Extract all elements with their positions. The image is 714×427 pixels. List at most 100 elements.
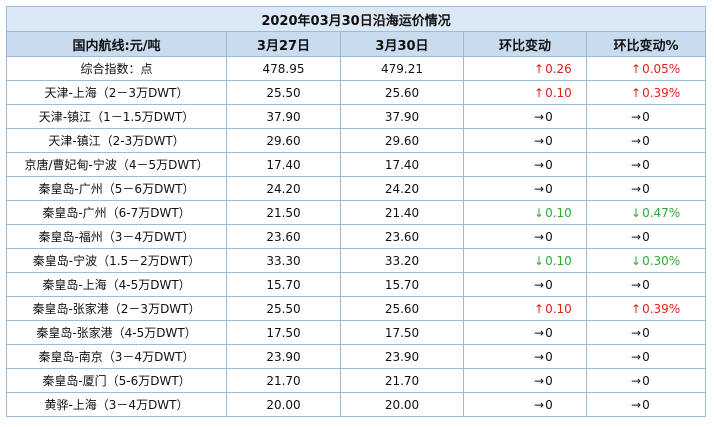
change-pct-cell-value: 0	[642, 325, 650, 340]
arrow-right-icon: →	[534, 397, 545, 412]
freight-rate-table-container: 2020年03月30日沿海运价情况 国内航线:元/吨 3月27日 3月30日 环…	[5, 6, 707, 417]
prev-value-cell: 25.50	[226, 80, 341, 105]
change-cell-value: 0.10	[545, 205, 572, 220]
change-cell: ↓0.10	[463, 200, 587, 225]
prev-value-cell: 20.00	[226, 392, 341, 417]
change-pct-cell: →0	[585, 272, 707, 297]
arrow-right-icon: →	[631, 325, 642, 340]
table-row: 秦皇岛-上海（4-5万DWT） 15.70 15.70 →0 →0	[6, 272, 707, 297]
change-cell-value: 0	[545, 133, 553, 148]
arrow-up-icon: ↑	[631, 85, 642, 100]
curr-value-cell: 21.70	[340, 368, 464, 393]
arrow-up-icon: ↑	[534, 61, 545, 76]
route-cell: 天津-镇江（2-3万DWT）	[6, 128, 227, 153]
change-pct-cell: →0	[585, 392, 707, 417]
change-cell-value: 0	[545, 181, 553, 196]
change-pct-cell-value: 0	[642, 277, 650, 292]
arrow-up-icon: ↑	[534, 301, 545, 316]
change-cell: ↑0.26	[463, 56, 587, 81]
prev-value-cell: 24.20	[226, 176, 341, 201]
change-cell: →0	[463, 104, 587, 129]
curr-value-cell: 25.60	[340, 296, 464, 321]
route-cell: 黄骅-上海（3－4万DWT）	[6, 392, 227, 417]
arrow-up-icon: ↑	[631, 301, 642, 316]
change-cell-value: 0	[545, 157, 553, 172]
change-cell-value: 0	[545, 277, 553, 292]
table-row: 秦皇岛-宁波（1.5－2万DWT） 33.30 33.20 ↓0.10 ↓0.30%	[6, 248, 707, 273]
change-pct-cell-value: 0	[642, 397, 650, 412]
change-pct-cell-value: 0	[642, 229, 650, 244]
route-cell: 京唐/曹妃甸-宁波（4－5万DWT）	[6, 152, 227, 177]
change-pct-cell: →0	[585, 224, 707, 249]
change-cell: ↑0.10	[463, 296, 587, 321]
change-cell-value: 0	[545, 229, 553, 244]
change-pct-cell: →0	[585, 368, 707, 393]
prev-value-cell: 25.50	[226, 296, 341, 321]
change-pct-cell: ↑0.39%	[585, 296, 707, 321]
prev-value-cell: 33.30	[226, 248, 341, 273]
prev-value-cell: 17.40	[226, 152, 341, 177]
header-change: 环比变动	[463, 31, 587, 57]
change-pct-cell: ↓0.47%	[585, 200, 707, 225]
change-pct-cell-value: 0	[642, 157, 650, 172]
route-cell: 天津-镇江（1－1.5万DWT）	[6, 104, 227, 129]
change-pct-cell-value: 0.39%	[642, 301, 681, 316]
curr-value-cell: 15.70	[340, 272, 464, 297]
change-cell: ↓0.10	[463, 248, 587, 273]
header-change-pct: 环比变动%	[585, 31, 707, 57]
change-cell-value: 0	[545, 373, 553, 388]
table-row: 秦皇岛-张家港（2－3万DWT） 25.50 25.60 ↑0.10 ↑0.39%	[6, 296, 707, 321]
curr-value-cell: 24.20	[340, 176, 464, 201]
change-cell-value: 0	[545, 325, 553, 340]
table-header-row: 国内航线:元/吨 3月27日 3月30日 环比变动 环比变动%	[6, 31, 707, 57]
arrow-right-icon: →	[534, 349, 545, 364]
route-cell: 秦皇岛-张家港（2－3万DWT）	[6, 296, 227, 321]
table-row: 秦皇岛-广州（5－6万DWT） 24.20 24.20 →0 →0	[6, 176, 707, 201]
arrow-up-icon: ↑	[631, 61, 642, 76]
change-pct-cell: ↑0.05%	[585, 56, 707, 81]
change-pct-cell: ↑0.39%	[585, 80, 707, 105]
arrow-right-icon: →	[631, 181, 642, 196]
change-cell: →0	[463, 320, 587, 345]
change-cell-value: 0.10	[545, 301, 572, 316]
arrow-down-icon: ↓	[631, 205, 642, 220]
change-cell-value: 0.10	[545, 85, 572, 100]
curr-value-cell: 33.20	[340, 248, 464, 273]
arrow-right-icon: →	[534, 229, 545, 244]
arrow-down-icon: ↓	[631, 253, 642, 268]
table-row: 黄骅-上海（3－4万DWT） 20.00 20.00 →0 →0	[6, 392, 707, 417]
change-pct-cell: →0	[585, 152, 707, 177]
table-title: 2020年03月30日沿海运价情况	[5, 6, 707, 32]
change-cell: →0	[463, 272, 587, 297]
change-pct-cell: →0	[585, 176, 707, 201]
route-cell: 天津-上海（2－3万DWT）	[6, 80, 227, 105]
route-cell: 秦皇岛-南京（3－4万DWT）	[6, 344, 227, 369]
route-cell: 秦皇岛-张家港（4-5万DWT）	[6, 320, 227, 345]
arrow-right-icon: →	[534, 109, 545, 124]
arrow-down-icon: ↓	[534, 205, 545, 220]
arrow-right-icon: →	[631, 229, 642, 244]
change-cell: →0	[463, 368, 587, 393]
table-row: 秦皇岛-广州（6-7万DWT） 21.50 21.40 ↓0.10 ↓0.47%	[6, 200, 707, 225]
change-pct-cell-value: 0.47%	[642, 205, 681, 220]
arrow-down-icon: ↓	[534, 253, 545, 268]
change-pct-cell: →0	[585, 128, 707, 153]
curr-value-cell: 17.40	[340, 152, 464, 177]
prev-value-cell: 23.60	[226, 224, 341, 249]
change-cell: ↑0.10	[463, 80, 587, 105]
change-pct-cell: →0	[585, 320, 707, 345]
curr-value-cell: 20.00	[340, 392, 464, 417]
change-cell-value: 0	[545, 349, 553, 364]
table-row: 秦皇岛-厦门（5-6万DWT） 21.70 21.70 →0 →0	[6, 368, 707, 393]
curr-value-cell: 23.90	[340, 344, 464, 369]
curr-value-cell: 479.21	[340, 56, 464, 81]
change-pct-cell-value: 0.05%	[642, 61, 681, 76]
change-pct-cell: →0	[585, 344, 707, 369]
arrow-right-icon: →	[631, 373, 642, 388]
arrow-right-icon: →	[534, 133, 545, 148]
curr-value-cell: 21.40	[340, 200, 464, 225]
change-cell-value: 0	[545, 109, 553, 124]
route-cell: 秦皇岛-宁波（1.5－2万DWT）	[6, 248, 227, 273]
change-pct-cell-value: 0	[642, 373, 650, 388]
change-cell: →0	[463, 128, 587, 153]
